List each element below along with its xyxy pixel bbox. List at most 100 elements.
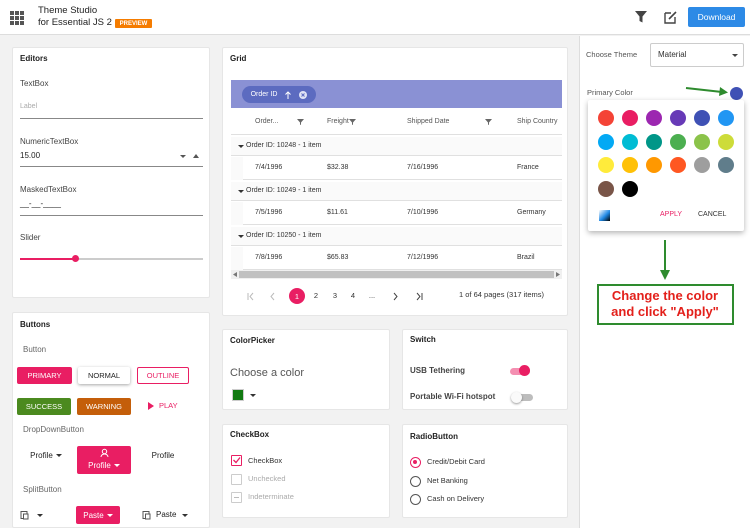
- palette-swatch[interactable]: [622, 110, 638, 126]
- edit-icon: [664, 11, 677, 24]
- dropdown-button-primary[interactable]: Profile: [77, 446, 131, 474]
- grid-cell: 7/10/1996: [407, 209, 439, 216]
- palette-swatch[interactable]: [598, 133, 614, 150]
- palette-swatch[interactable]: [718, 157, 734, 174]
- slider-thumb[interactable]: [72, 255, 79, 262]
- color-swatch[interactable]: [232, 389, 244, 401]
- column-filter-icon: [297, 119, 304, 125]
- pager-page[interactable]: 3: [332, 291, 338, 300]
- cancel-button[interactable]: CANCEL: [698, 211, 727, 218]
- theme-dropdown-value: Material: [658, 50, 687, 59]
- pager-page-current-label: 1: [294, 291, 300, 301]
- checkbox-unchecked: [231, 474, 242, 485]
- switch-label: USB Tethering: [410, 366, 465, 375]
- icon-part: [635, 11, 647, 23]
- radio-button[interactable]: [410, 493, 421, 505]
- column-header: Ship Country: [517, 118, 558, 125]
- colorpicker-panel: [222, 329, 390, 410]
- outline-button-label: OUTLINE: [146, 371, 180, 380]
- numeric-value: 15.00: [20, 151, 41, 160]
- gradient-mode-icon[interactable]: [599, 210, 610, 221]
- pager-page[interactable]: 4: [350, 291, 356, 300]
- palette-swatch[interactable]: [694, 133, 710, 150]
- flat-button[interactable]: PLAY: [159, 401, 178, 410]
- palette-swatch[interactable]: [598, 110, 614, 126]
- success-button[interactable]: SUCCESS: [17, 398, 71, 415]
- group-chip[interactable]: Order ID: [242, 86, 316, 103]
- pager-page-current[interactable]: 1: [289, 288, 305, 304]
- field-label: TextBox: [20, 79, 49, 88]
- column-header: Shipped Date: [407, 118, 450, 125]
- radio-button[interactable]: [410, 475, 421, 487]
- dropdown-button-label: Profile: [88, 460, 111, 470]
- palette-swatch[interactable]: [646, 157, 662, 174]
- theme-dropdown[interactable]: [650, 43, 744, 67]
- field-label: SplitButton: [23, 485, 62, 494]
- download-button[interactable]: Download: [688, 7, 745, 27]
- apply-button[interactable]: APPLY: [660, 211, 683, 218]
- input-placeholder: Label: [20, 103, 38, 110]
- palette-swatch[interactable]: [718, 133, 734, 150]
- icon-part: [660, 270, 670, 280]
- panel-title: Switch: [410, 335, 436, 344]
- user-icon: [100, 448, 109, 458]
- palette-swatch[interactable]: [646, 110, 662, 126]
- palette-swatch[interactable]: [622, 157, 638, 174]
- palette-swatch[interactable]: [598, 181, 614, 198]
- palette-swatch[interactable]: [670, 110, 686, 126]
- radio-button[interactable]: [410, 456, 421, 468]
- checkbox-checked[interactable]: [231, 455, 242, 466]
- dropdown-button-label: Profile: [30, 451, 53, 460]
- annotation-arrow-down: [660, 240, 670, 280]
- input-underline: [20, 215, 203, 216]
- field-label: Button: [23, 345, 47, 354]
- normal-button[interactable]: NORMAL: [78, 367, 130, 384]
- app-title: Theme Studio: [38, 5, 98, 16]
- icon-part: [668, 11, 677, 20]
- panel-title: Editors: [20, 54, 48, 63]
- group-caption: Order ID: 10248 - 1 item: [246, 142, 322, 149]
- palette-swatch[interactable]: [694, 110, 710, 126]
- switch-label: Portable Wi-Fi hotspot: [410, 392, 496, 401]
- palette-swatch[interactable]: [646, 133, 662, 150]
- primary-color-button[interactable]: [730, 87, 743, 100]
- column-header: Order...: [255, 118, 279, 125]
- chip-remove: [299, 90, 308, 99]
- dropdown-button[interactable]: Profile: [22, 448, 70, 463]
- split-button-primary[interactable]: Paste: [76, 506, 120, 524]
- panel-title: CheckBox: [230, 430, 270, 439]
- palette-swatch[interactable]: [670, 157, 686, 174]
- preview-badge: PREVIEW: [115, 19, 152, 28]
- caret-icon: [238, 189, 244, 193]
- switch-thumb-on[interactable]: [519, 365, 530, 376]
- primary-button[interactable]: PRIMARY: [17, 367, 72, 384]
- preview-badge-label: PREVIEW: [119, 20, 148, 27]
- switch-thumb-off[interactable]: [511, 392, 522, 403]
- split-button[interactable]: Paste: [156, 510, 177, 519]
- app-icon-cell: [15, 16, 19, 20]
- palette-swatch[interactable]: [718, 110, 734, 126]
- scrollbar-thumb[interactable]: [239, 271, 554, 278]
- palette-swatch[interactable]: [622, 133, 638, 150]
- pager-page[interactable]: 2: [313, 291, 319, 300]
- grid-cell: $65.83: [327, 254, 349, 261]
- column-filter-icon: [349, 119, 356, 125]
- warning-button[interactable]: WARNING: [77, 398, 131, 415]
- paste-icon: [20, 511, 29, 520]
- grid-cell: $32.38: [327, 164, 349, 171]
- checkbox-label: CheckBox: [248, 456, 283, 465]
- palette-swatch[interactable]: [670, 133, 686, 150]
- pager-first: [247, 292, 254, 301]
- outline-button[interactable]: OUTLINE: [137, 367, 189, 384]
- pager-page[interactable]: ...: [368, 291, 376, 300]
- column-filter-icon: [485, 119, 492, 125]
- icon-part: [349, 119, 356, 125]
- slider-track: [20, 258, 203, 260]
- palette-swatch[interactable]: [694, 157, 710, 174]
- group-caption-row: [231, 227, 562, 246]
- palette-swatch[interactable]: [622, 181, 638, 198]
- palette-swatch[interactable]: [598, 157, 614, 174]
- dropdown-button-label: Profile: [151, 451, 175, 460]
- dropdown-button[interactable]: Profile: [142, 448, 184, 463]
